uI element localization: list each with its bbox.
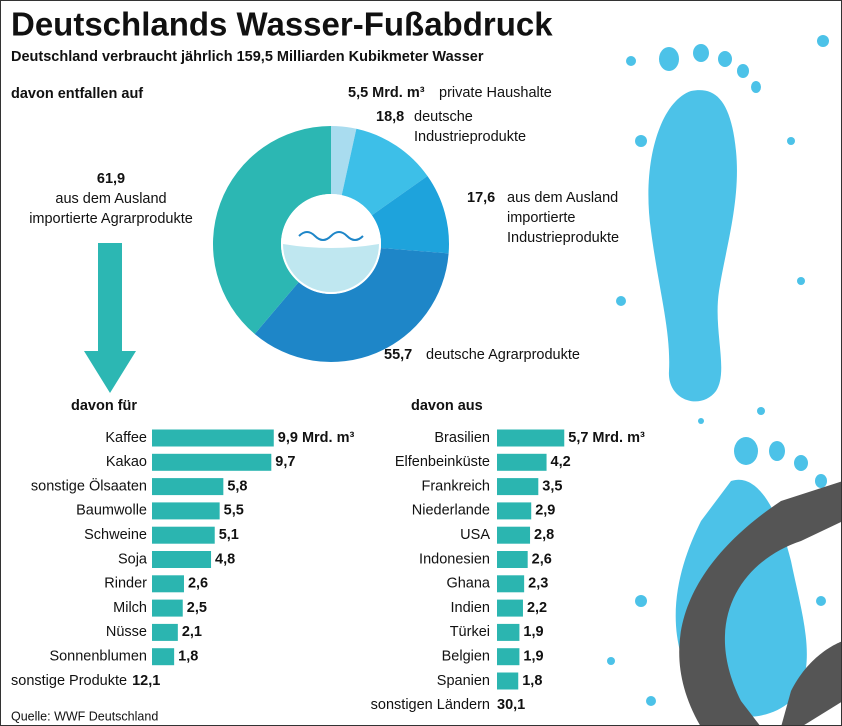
section-title: davon aus [411, 398, 483, 414]
value-label: 55,7 [384, 345, 412, 365]
title: Deutschlands Wasser-Fußabdruck [11, 6, 553, 43]
category-label: USA [460, 527, 490, 543]
section-title: davon für [71, 398, 137, 414]
bar [152, 648, 174, 665]
category-label: Nüsse [106, 624, 147, 640]
category-label: Milch [113, 600, 147, 616]
other-category: sonstige Produkte [11, 673, 127, 689]
category-label: deutsche Industrieprodukte [414, 107, 554, 147]
category-label: Ghana [446, 576, 490, 592]
category-label: deutsche Agrarprodukte [426, 345, 626, 365]
value-label: 2,5 [187, 600, 207, 616]
other-value: 30,1 [497, 697, 525, 713]
bar [152, 454, 271, 471]
bar [497, 454, 547, 471]
other-value: 12,1 [132, 673, 160, 689]
category-label: sonstige Ölsaaten [31, 476, 147, 494]
infographic: Deutschlands Wasser-Fußabdruck Deutschla… [0, 0, 842, 726]
value-label: 4,8 [215, 551, 235, 567]
section-title: davon entfallen auf [11, 86, 143, 102]
value-label: 2,6 [532, 551, 552, 567]
bar [497, 551, 528, 568]
bar [152, 478, 223, 495]
category-label: Schweine [84, 527, 147, 543]
category-label: Türkei [450, 624, 490, 640]
category-label: Rinder [104, 576, 147, 592]
bar [497, 478, 538, 495]
category-label: Niederlande [412, 503, 490, 519]
value-label: 9,7 [275, 454, 295, 470]
other-category: sonstigen Ländern [371, 697, 490, 713]
category-label: Soja [118, 551, 148, 567]
bar [497, 673, 518, 690]
value-label: 5,7 Mrd. m³ [568, 430, 645, 446]
category-label: Indonesien [419, 551, 490, 567]
bar [497, 430, 564, 447]
category-label: Sonnenblumen [49, 649, 147, 665]
value-label: 18,8 [376, 107, 404, 127]
value-label: 1,9 [523, 649, 543, 665]
category-label: Elfenbeinküste [395, 454, 490, 470]
category-label: Indien [450, 600, 490, 616]
value-label: 1,8 [178, 649, 198, 665]
value-label: 5,5 Mrd. m³ [348, 83, 425, 103]
value-label: 5,5 [224, 503, 244, 519]
bar [497, 600, 523, 617]
value-label: 2,8 [534, 527, 554, 543]
bar [497, 624, 519, 641]
other-label: sonstige Produkte 12,1 [11, 673, 160, 689]
value-label: 61,9 [11, 169, 211, 189]
bar [152, 430, 274, 447]
arrow [84, 243, 136, 393]
bar [497, 575, 524, 592]
bar [497, 648, 519, 665]
category-label: Kakao [106, 454, 147, 470]
value-label: 5,8 [227, 478, 247, 494]
bar [152, 575, 184, 592]
value-label: 2,2 [527, 600, 547, 616]
category-label: Kaffee [105, 430, 147, 446]
category-label: private Haushalte [439, 83, 639, 103]
value-label: 2,1 [182, 624, 202, 640]
value-label: 2,9 [535, 503, 555, 519]
bar [497, 527, 530, 544]
value-label: 3,5 [542, 478, 562, 494]
category-label: Brasilien [434, 430, 490, 446]
category-label: aus dem Ausland importierte Agrarprodukt… [11, 189, 211, 229]
bar [152, 624, 178, 641]
bar [152, 502, 220, 519]
category-label: Belgien [442, 649, 490, 665]
value-label: 2,3 [528, 576, 548, 592]
bar [152, 600, 183, 617]
category-label: Baumwolle [76, 503, 147, 519]
bar [497, 502, 531, 519]
value-label: 1,8 [522, 673, 542, 689]
subtitle: Deutschland verbraucht jährlich 159,5 Mi… [11, 49, 484, 65]
value-label: 1,9 [523, 624, 543, 640]
category-label: Spanien [437, 673, 490, 689]
category-label: Frankreich [422, 478, 491, 494]
source: Quelle: WWF Deutschland [11, 709, 158, 723]
bar [152, 527, 215, 544]
value-label: 5,1 [219, 527, 239, 543]
value-label: 17,6 [467, 188, 495, 208]
category-label: aus dem Ausland importierte Industriepro… [507, 188, 647, 248]
value-label: 9,9 Mrd. m³ [278, 430, 355, 446]
value-label: 4,2 [551, 454, 571, 470]
bar [152, 551, 211, 568]
value-label: 2,6 [188, 576, 208, 592]
